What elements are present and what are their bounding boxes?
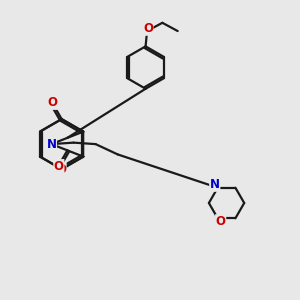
Text: O: O [54, 160, 64, 172]
Text: O: O [56, 163, 66, 176]
Text: N: N [210, 178, 220, 191]
Text: O: O [143, 22, 153, 35]
Text: O: O [48, 96, 58, 109]
Text: O: O [216, 215, 226, 228]
Text: N: N [46, 138, 56, 151]
